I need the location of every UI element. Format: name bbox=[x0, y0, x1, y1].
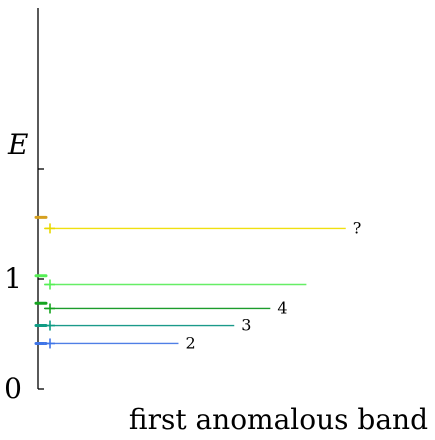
series-marker-3 bbox=[45, 279, 55, 290]
series-label-0: 2 bbox=[185, 333, 195, 352]
series-marker-4 bbox=[45, 223, 55, 234]
y-tick-label-1: 1 bbox=[4, 262, 22, 295]
label-layer: 0 1 E 2 3 4? first anomalous band bbox=[4, 128, 428, 436]
series-marker-0 bbox=[45, 338, 55, 349]
y-axis-title: E bbox=[7, 128, 28, 161]
series-layer bbox=[34, 215, 346, 349]
x-axis-title: first anomalous band bbox=[129, 403, 428, 436]
series-marker-1 bbox=[45, 320, 55, 331]
axis-layer bbox=[37, 8, 44, 390]
series-marker-2 bbox=[45, 303, 55, 314]
series-label-2: 4 bbox=[277, 298, 287, 317]
y-tick-label-0: 0 bbox=[4, 372, 22, 405]
series-label-1: 3 bbox=[241, 316, 251, 335]
series-label-4: ? bbox=[353, 218, 362, 237]
